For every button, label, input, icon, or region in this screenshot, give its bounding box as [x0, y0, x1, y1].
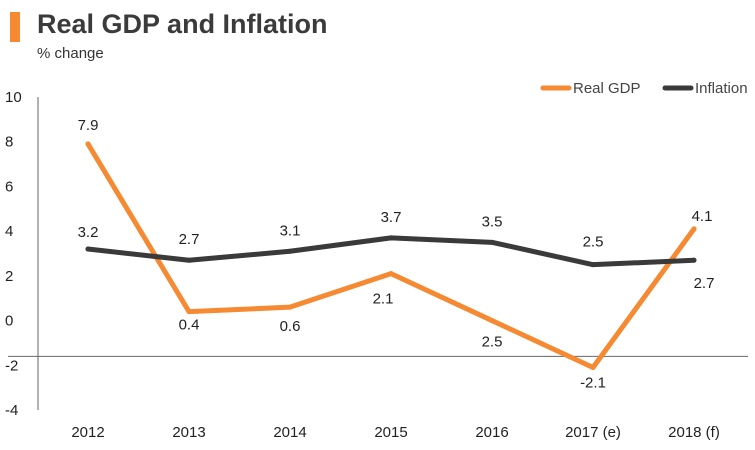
y-tick-label: 2 [5, 268, 13, 285]
inflation-point [489, 239, 495, 245]
chart-title: Real GDP and Inflation [37, 9, 328, 39]
real-gdp-point [388, 271, 394, 277]
real-gdp-point [590, 365, 596, 371]
inflation-data-label: 3.1 [280, 222, 301, 239]
x-tick-label: 2013 [172, 424, 205, 441]
real-gdp-series-line [85, 141, 697, 371]
real-gdp-point [85, 141, 91, 147]
data-labels: 7.9 0.4 0.6 2.1 2.5 -2.1 4.1 3.2 2.7 3.1 3.7 3.5 2.5… [78, 117, 715, 392]
legend: Real GDP Inflation [540, 80, 748, 97]
real-gdp-data-label: 2.5 [482, 334, 503, 351]
y-tick-label: 4 [5, 223, 13, 240]
inflation-data-label: 3.2 [78, 224, 99, 241]
inflation-data-label: 3.5 [482, 213, 503, 230]
real-gdp-point [489, 318, 495, 324]
chart-subtitle: % change [37, 45, 104, 62]
real-gdp-data-label: 7.9 [78, 117, 99, 134]
y-tick-label: -4 [5, 402, 18, 419]
y-tick-label: 10 [5, 89, 22, 106]
y-tick-label: 0 [5, 313, 13, 330]
real-gdp-point [691, 226, 697, 232]
real-gdp-data-label: 0.6 [280, 318, 301, 335]
inflation-data-label: 2.5 [583, 234, 604, 251]
axes: 10 8 6 4 2 0 -2 -4 2012 2013 2014 2015 2016 2017 (e) 2… [5, 89, 748, 441]
title-accent-bar [10, 12, 20, 42]
inflation-data-label: 2.7 [694, 275, 715, 292]
real-gdp-data-label: 2.1 [373, 291, 394, 308]
x-tick-label: 2018 (f) [668, 424, 720, 441]
x-tick-label: 2015 [374, 424, 407, 441]
series-layer [85, 141, 697, 371]
x-tick-label: 2014 [273, 424, 306, 441]
inflation-point [691, 257, 697, 263]
inflation-data-label: 3.7 [381, 209, 402, 226]
real-gdp-point [186, 309, 192, 315]
inflation-point [287, 248, 293, 254]
real-gdp-point [287, 304, 293, 310]
legend-label-inflation: Inflation [695, 80, 748, 97]
y-tick-label: 6 [5, 178, 13, 195]
inflation-data-label: 2.7 [179, 231, 200, 248]
inflation-point [388, 235, 394, 241]
real-gdp-data-label: 0.4 [179, 317, 200, 334]
legend-label-real-gdp: Real GDP [573, 80, 641, 97]
y-tick-label: -2 [5, 357, 18, 374]
real-gdp-data-label: 4.1 [692, 208, 713, 225]
x-tick-label: 2017 (e) [565, 424, 621, 441]
inflation-point [590, 262, 596, 268]
real-gdp-data-label: -2.1 [580, 375, 606, 392]
inflation-point [85, 246, 91, 252]
inflation-point [186, 257, 192, 263]
y-tick-label: 8 [5, 134, 13, 151]
x-tick-label: 2016 [475, 424, 508, 441]
x-tick-label: 2012 [71, 424, 104, 441]
